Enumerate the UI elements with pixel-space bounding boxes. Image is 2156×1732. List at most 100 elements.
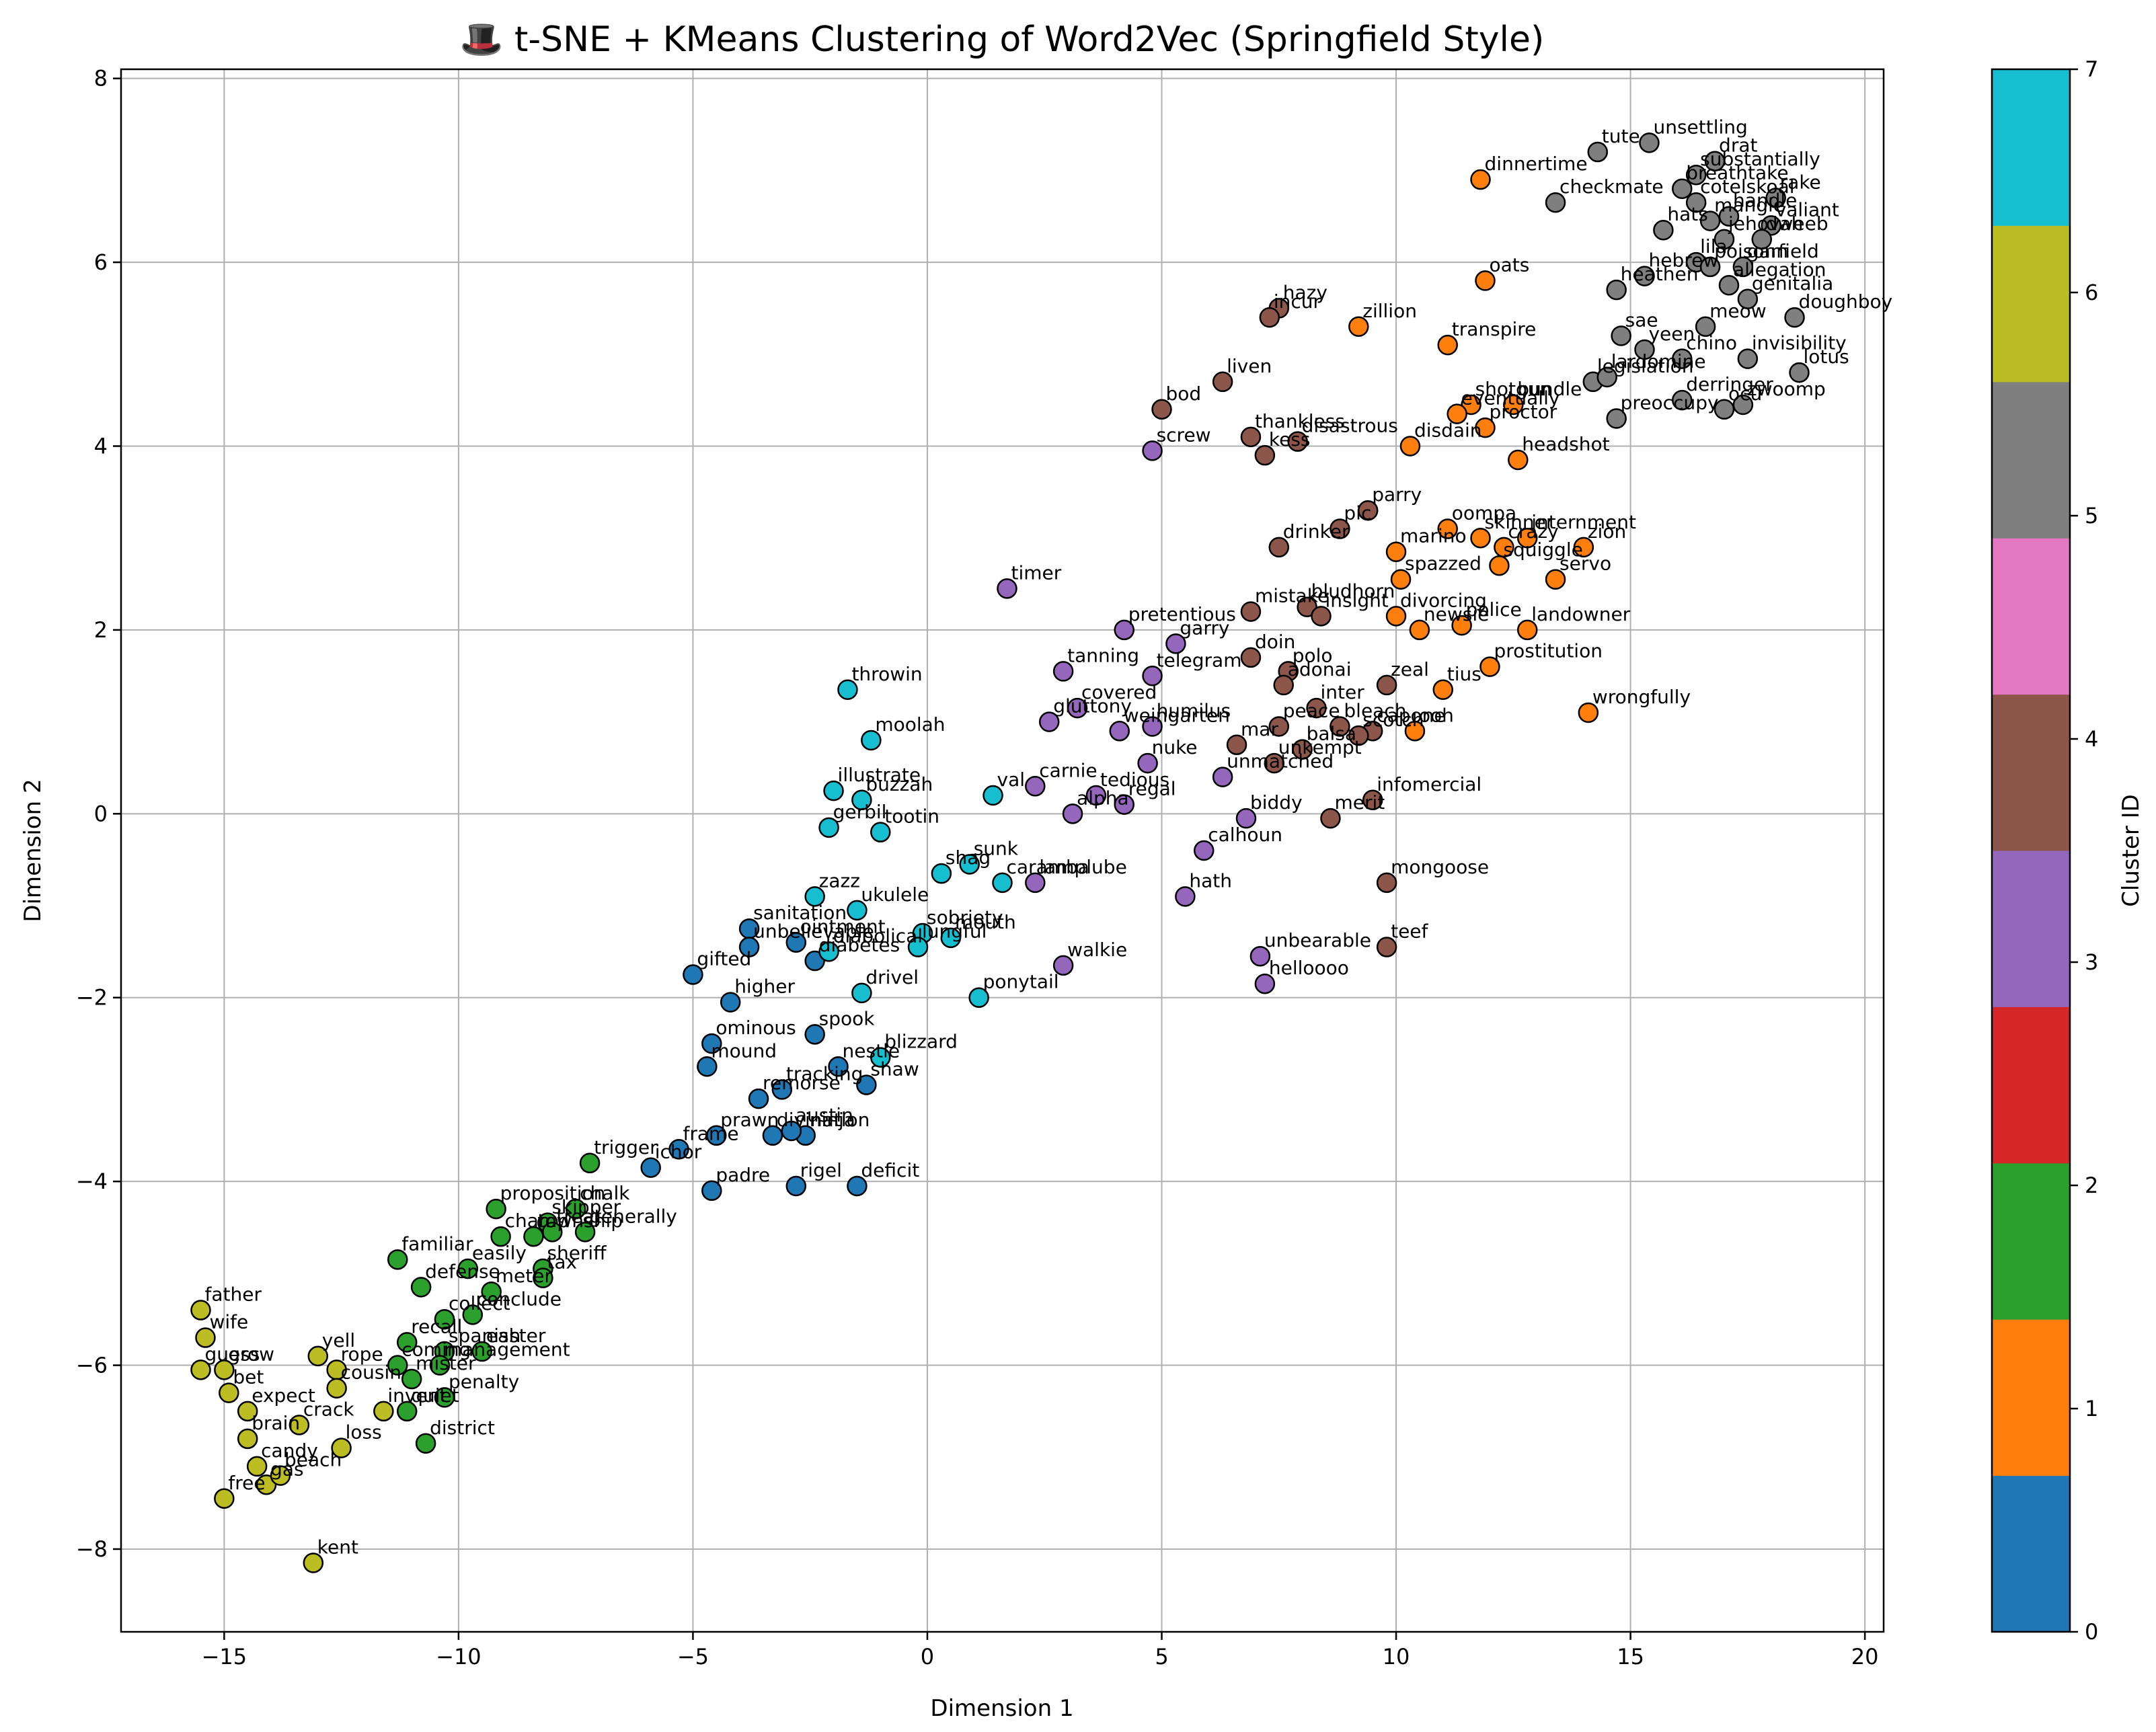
point-label: father xyxy=(205,1284,262,1306)
point-label: landowner xyxy=(1531,603,1630,625)
data-point xyxy=(1385,606,1407,627)
colorbar-segment xyxy=(1992,225,2070,383)
data-point xyxy=(1362,789,1383,811)
data-point xyxy=(1264,752,1285,774)
data-point xyxy=(818,817,839,838)
data-point xyxy=(1672,348,1693,369)
data-point xyxy=(1611,325,1631,346)
data-point xyxy=(1718,275,1740,296)
point-label: hats xyxy=(1667,203,1707,225)
point-label: easily xyxy=(472,1242,527,1264)
data-point xyxy=(246,1456,268,1477)
point-label: divorcing xyxy=(1400,589,1487,611)
point-label: collect xyxy=(449,1292,510,1314)
y-tick-label: −2 xyxy=(76,985,108,1011)
data-point xyxy=(851,789,872,811)
point-label: inter xyxy=(1321,681,1365,703)
data-point xyxy=(387,1249,408,1270)
point-label: crazy xyxy=(1508,520,1558,543)
point-label: nuke xyxy=(1152,736,1198,758)
data-point xyxy=(303,1552,324,1573)
y-tick-label: 4 xyxy=(94,433,108,459)
data-point xyxy=(410,1277,432,1298)
data-point xyxy=(490,1226,511,1247)
data-point xyxy=(1193,840,1215,861)
point-label: skinner xyxy=(1485,511,1554,533)
data-point xyxy=(1447,403,1467,424)
point-label: squiggle xyxy=(1503,539,1582,561)
point-label: wrongfully xyxy=(1592,686,1691,708)
data-point xyxy=(1479,656,1500,677)
point-label: tanning xyxy=(1067,644,1139,666)
point-label: drinker xyxy=(1283,520,1350,543)
data-point xyxy=(1330,518,1350,539)
point-label: calhoun xyxy=(1208,824,1282,846)
point-label: incur xyxy=(1274,290,1321,313)
colorbar-segment xyxy=(1992,694,2070,851)
data-point xyxy=(1672,178,1693,199)
colorbar: 0 1 2 3 4 5 6 7 xyxy=(1991,56,2098,1645)
point-label: tute xyxy=(1602,125,1640,147)
colorbar-tick-label: 4 xyxy=(2085,726,2098,752)
data-point xyxy=(738,937,760,957)
point-label: dweeb xyxy=(1766,212,1828,235)
point-label: lungful xyxy=(922,920,987,943)
point-label: lotus xyxy=(1804,346,1849,368)
data-point xyxy=(1357,500,1379,521)
data-point xyxy=(1751,229,1773,250)
point-label: substantially xyxy=(1700,148,1820,170)
data-point xyxy=(1235,808,1257,829)
y-tick-label: −6 xyxy=(76,1353,108,1378)
point-label: police xyxy=(1466,598,1522,621)
point-label: marino xyxy=(1400,525,1467,547)
point-label: timer xyxy=(1011,561,1061,584)
colorbar-segment xyxy=(1992,381,2070,539)
data-point xyxy=(1789,362,1810,383)
colorbar-tick-label: 3 xyxy=(2085,949,2098,975)
point-label: lardomine xyxy=(1611,350,1706,372)
point-label: easter xyxy=(486,1325,546,1347)
point-label: spanish xyxy=(449,1325,521,1347)
data-point xyxy=(1503,394,1524,416)
point-label: val xyxy=(997,769,1026,791)
point-label: ointment xyxy=(800,916,886,938)
point-label: shaw xyxy=(870,1058,919,1080)
data-point xyxy=(870,1047,891,1068)
point-label: sheriff xyxy=(547,1242,607,1264)
data-point xyxy=(1732,394,1754,416)
point-label: unsettling xyxy=(1653,116,1747,138)
data-point xyxy=(804,950,825,972)
data-point xyxy=(1297,596,1317,617)
colorbar-tick-label: 5 xyxy=(2085,503,2098,528)
data-point xyxy=(785,932,807,953)
data-point xyxy=(1268,716,1290,737)
data-point xyxy=(762,1125,783,1146)
point-label: covered xyxy=(1081,681,1157,703)
colorbar-tick-label: 6 xyxy=(2085,280,2098,305)
point-label: breathtake xyxy=(1686,162,1788,184)
data-point xyxy=(1399,436,1421,457)
data-point xyxy=(429,1355,451,1376)
point-label: balsa xyxy=(1307,723,1356,745)
x-axis-label: Dimension 1 xyxy=(930,1695,1073,1722)
data-point xyxy=(1142,666,1163,686)
data-point xyxy=(1085,785,1107,806)
point-label: bet xyxy=(233,1366,264,1388)
x-tick-label: 0 xyxy=(921,1644,934,1669)
point-label: prostitution xyxy=(1494,640,1603,662)
point-label: crack xyxy=(303,1398,354,1420)
point-label: newsie xyxy=(1424,603,1489,625)
point-label: capone xyxy=(1377,704,1445,726)
plot-frame xyxy=(120,68,1885,1633)
point-label: recall xyxy=(411,1315,462,1337)
point-label: rigel xyxy=(800,1159,842,1181)
data-point xyxy=(1175,886,1196,907)
data-point xyxy=(706,1125,727,1146)
point-label: gluttony xyxy=(1053,695,1132,717)
point-label: thankless xyxy=(1255,410,1345,432)
y-tick-label: 0 xyxy=(94,801,108,826)
data-point xyxy=(1685,164,1707,186)
point-label: ninja xyxy=(810,1109,855,1131)
point-label: ominous xyxy=(716,1017,796,1039)
data-point xyxy=(190,1300,211,1321)
